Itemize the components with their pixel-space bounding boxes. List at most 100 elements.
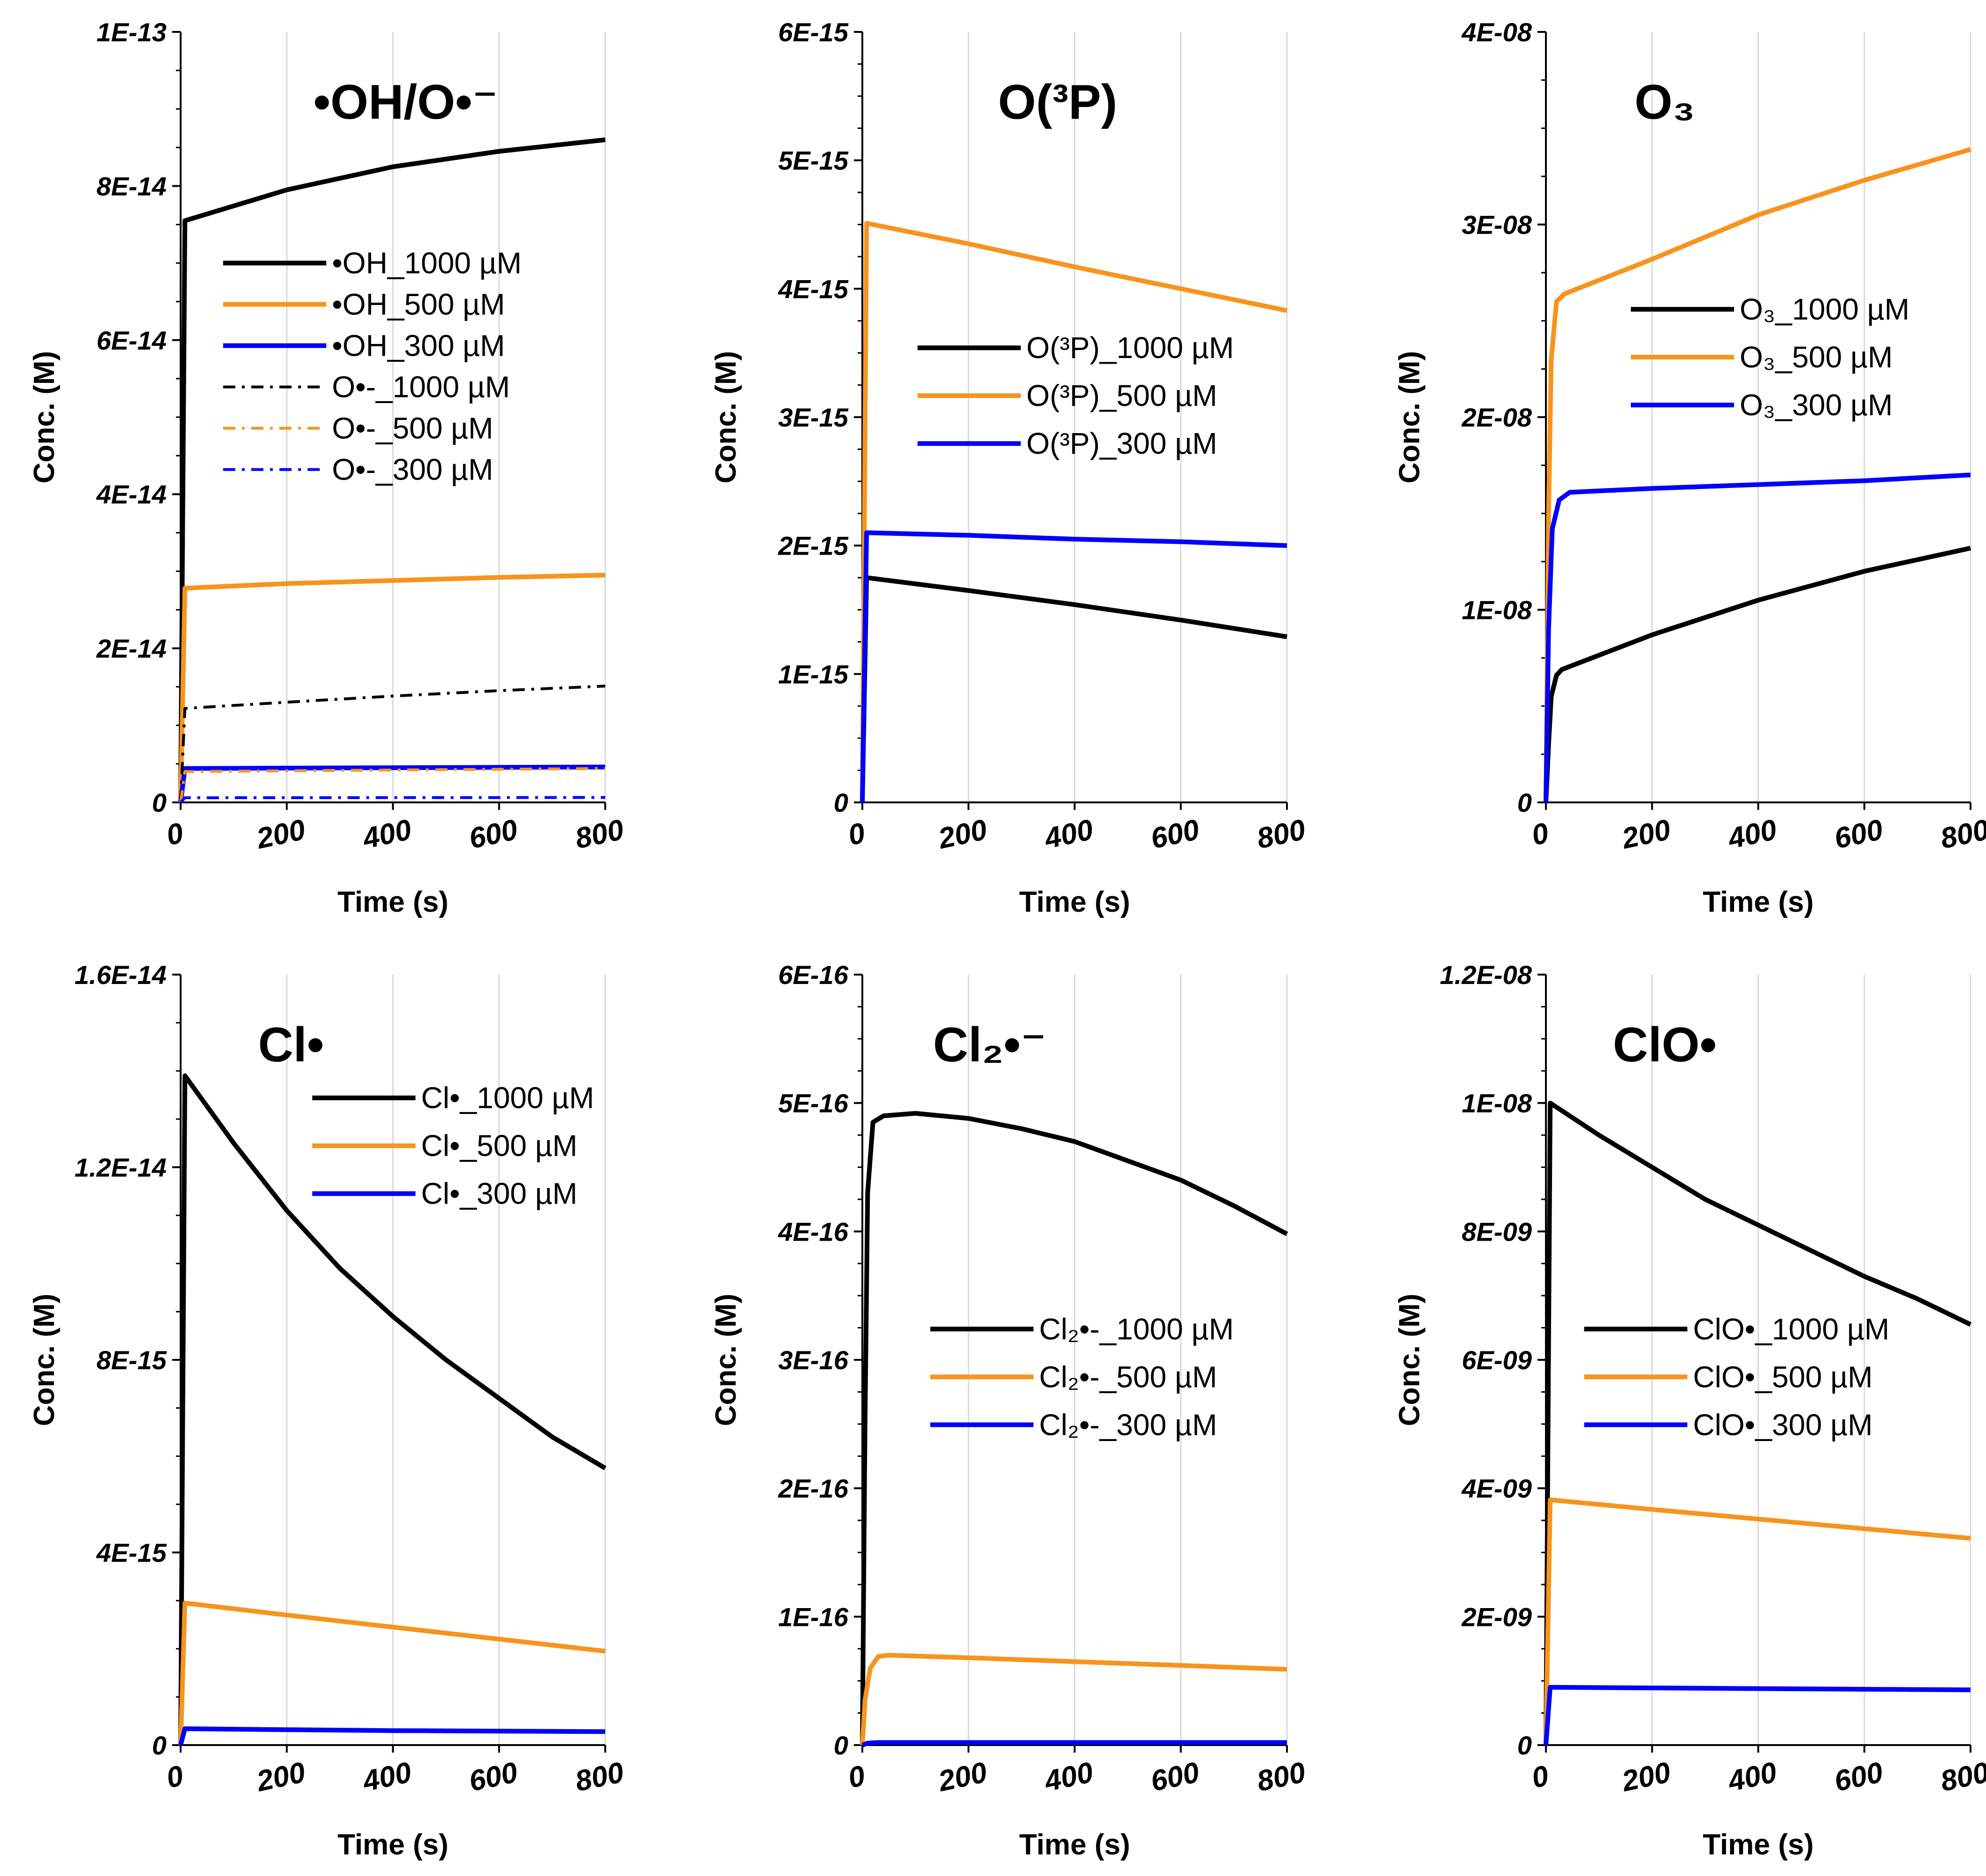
x-tick-label: 200	[1619, 813, 1674, 855]
x-tick-label: 600	[1832, 1756, 1886, 1798]
x-tick-label: 400	[359, 813, 414, 855]
x-tick-label: 400	[1725, 1756, 1780, 1798]
series-line-o-p-300-m	[860, 530, 1287, 803]
series-group	[178, 1073, 607, 1746]
y-tick-label: 0	[1517, 788, 1532, 817]
legend-label: •OH_500 µM	[332, 288, 505, 321]
x-tick-label: 200	[1619, 1756, 1674, 1798]
panel-bottom-middle: 0 1E-16 2E-16 3E-16 4E-16 5E-16 6E-16 0 200 400 60…	[710, 960, 1309, 1861]
y-tick-label: 4E-16	[778, 1217, 849, 1246]
legend-label: ClO•_500 µM	[1693, 1360, 1872, 1394]
legend-label: Cl•_300 µM	[421, 1177, 578, 1211]
x-tick-label: 0	[845, 817, 868, 852]
x-axis-title: Time (s)	[337, 1829, 449, 1861]
y-axis-title: Conc. (M)	[28, 351, 61, 483]
legend-label: ClO•_1000 µM	[1693, 1312, 1889, 1346]
series-line-o-1000-m	[1544, 546, 1971, 803]
legend-label: Cl•_1000 µM	[421, 1081, 594, 1115]
x-axis-title: Time (s)	[1703, 1829, 1814, 1861]
y-axis-title: Conc. (M)	[28, 1294, 61, 1426]
x-tick-label: 800	[572, 813, 627, 855]
legend: Cl₂•-_1000 µM Cl₂•-_500 µM Cl₂•-_300 µM	[930, 1312, 1234, 1441]
panel-top-left: 0 2E-14 4E-14 6E-14 8E-14 1E-13 0 200 400 600 800 T…	[28, 17, 627, 918]
y-tick-label: 1.2E-14	[75, 1153, 167, 1182]
legend-label: •OH_300 µM	[332, 329, 505, 363]
panel-top-middle: 0 1E-15 2E-15 3E-15 4E-15 5E-15 6E-15 0 200 400 60…	[710, 17, 1309, 918]
series-line-clo-300-m	[1544, 1685, 1971, 1746]
panel-title: Cl₂•⁻	[933, 1018, 1047, 1072]
series-group	[178, 137, 606, 804]
y-tick-label: 0	[834, 788, 848, 817]
series-line-oh-1000-m	[178, 137, 606, 803]
legend-label: Cl₂•-_300 µM	[1039, 1408, 1217, 1441]
series-group	[860, 1111, 1288, 1747]
x-tick-label: 200	[935, 1756, 990, 1798]
y-axis-title: Conc. (M)	[1393, 1294, 1426, 1426]
y-tick-label: 1E-15	[778, 659, 849, 689]
series-line-cl-500-m	[178, 1601, 606, 1746]
series-group	[860, 221, 1288, 803]
y-tick-label: 1.2E-08	[1440, 960, 1532, 990]
panel-top-right: 0 1E-08 2E-08 3E-08 4E-08 0 200 400 600 800 Time (…	[1393, 17, 1986, 918]
y-tick-label: 8E-09	[1462, 1217, 1532, 1246]
x-tick-label: 400	[1725, 813, 1780, 855]
series-line-o-1000-m	[179, 685, 606, 803]
panel-title: Cl•	[258, 1018, 324, 1072]
y-tick-label: 2E-14	[96, 634, 167, 663]
series-line-o-300-m	[179, 796, 606, 804]
x-tick-label: 200	[253, 813, 308, 855]
series-line-oh-500-m	[178, 572, 606, 803]
y-tick-label: 2E-08	[1461, 403, 1532, 432]
x-tick-label: 400	[359, 1756, 414, 1798]
legend: ClO•_1000 µM ClO•_500 µM ClO•_300 µM	[1584, 1312, 1889, 1441]
x-axis-title: Time (s)	[337, 886, 449, 918]
y-tick-label: 3E-15	[778, 403, 849, 432]
legend-label: O₃_1000 µM	[1740, 292, 1910, 326]
legend: •OH_1000 µM •OH_500 µM •OH_300 µM O•-_1000 …	[223, 246, 522, 487]
y-axis-title: Conc. (M)	[1393, 351, 1426, 483]
series-line-clo-500-m	[1544, 1497, 1971, 1746]
y-tick-label: 1E-16	[778, 1602, 849, 1632]
y-tick-label: 5E-16	[778, 1089, 849, 1118]
y-tick-label: 2E-09	[1461, 1602, 1532, 1632]
x-tick-label: 800	[1938, 813, 1986, 855]
series-line-o-300-m	[1544, 473, 1971, 803]
legend-label: O•-_1000 µM	[332, 370, 510, 404]
legend-label: ClO•_300 µM	[1693, 1408, 1872, 1441]
legend-label: O•-_500 µM	[332, 412, 494, 445]
y-tick-label: 4E-08	[1461, 17, 1532, 47]
y-tick-label: 3E-08	[1462, 210, 1532, 240]
y-tick-label: 8E-15	[97, 1345, 167, 1375]
y-tick-label: 0	[834, 1731, 848, 1760]
legend-label: •OH_1000 µM	[332, 246, 522, 280]
y-tick-label: 1.6E-14	[75, 960, 167, 990]
y-axis-title: Conc. (M)	[710, 1294, 742, 1426]
y-tick-label: 1E-13	[97, 17, 167, 47]
x-tick-label: 800	[1938, 1756, 1986, 1798]
x-tick-label: 200	[253, 1756, 308, 1798]
y-tick-label: 0	[1517, 1731, 1532, 1760]
x-axis-title: Time (s)	[1703, 886, 1814, 918]
series-line-clo-1000-m	[1544, 1100, 1972, 1746]
x-tick-label: 200	[935, 813, 990, 855]
y-axis-title: Conc. (M)	[710, 351, 742, 483]
y-tick-label: 4E-14	[96, 480, 167, 509]
series-line-cl-500-m	[860, 1653, 1287, 1746]
panel-title: O(³P)	[998, 75, 1117, 130]
y-tick-label: 5E-15	[778, 146, 849, 175]
panel-bottom-left: 0 4E-15 8E-15 1.2E-14 1.6E-14 0 200 400 600 800 Ti…	[28, 960, 627, 1861]
x-tick-label: 600	[1148, 1756, 1202, 1798]
y-tick-label: 2E-16	[778, 1474, 849, 1503]
series-line-cl-1000-m	[178, 1073, 607, 1746]
legend-label: Cl₂•-_1000 µM	[1039, 1312, 1234, 1346]
panel-title: O₃	[1635, 75, 1695, 130]
x-tick-label: 0	[1529, 817, 1552, 852]
legend-label: Cl₂•-_500 µM	[1039, 1360, 1217, 1394]
y-tick-label: 0	[152, 788, 167, 817]
x-tick-label: 600	[466, 813, 521, 855]
y-tick-label: 6E-15	[778, 17, 849, 47]
series-line-cl-1000-m	[860, 1111, 1288, 1746]
x-axis-title: Time (s)	[1019, 886, 1130, 918]
series-group	[1544, 1100, 1972, 1746]
